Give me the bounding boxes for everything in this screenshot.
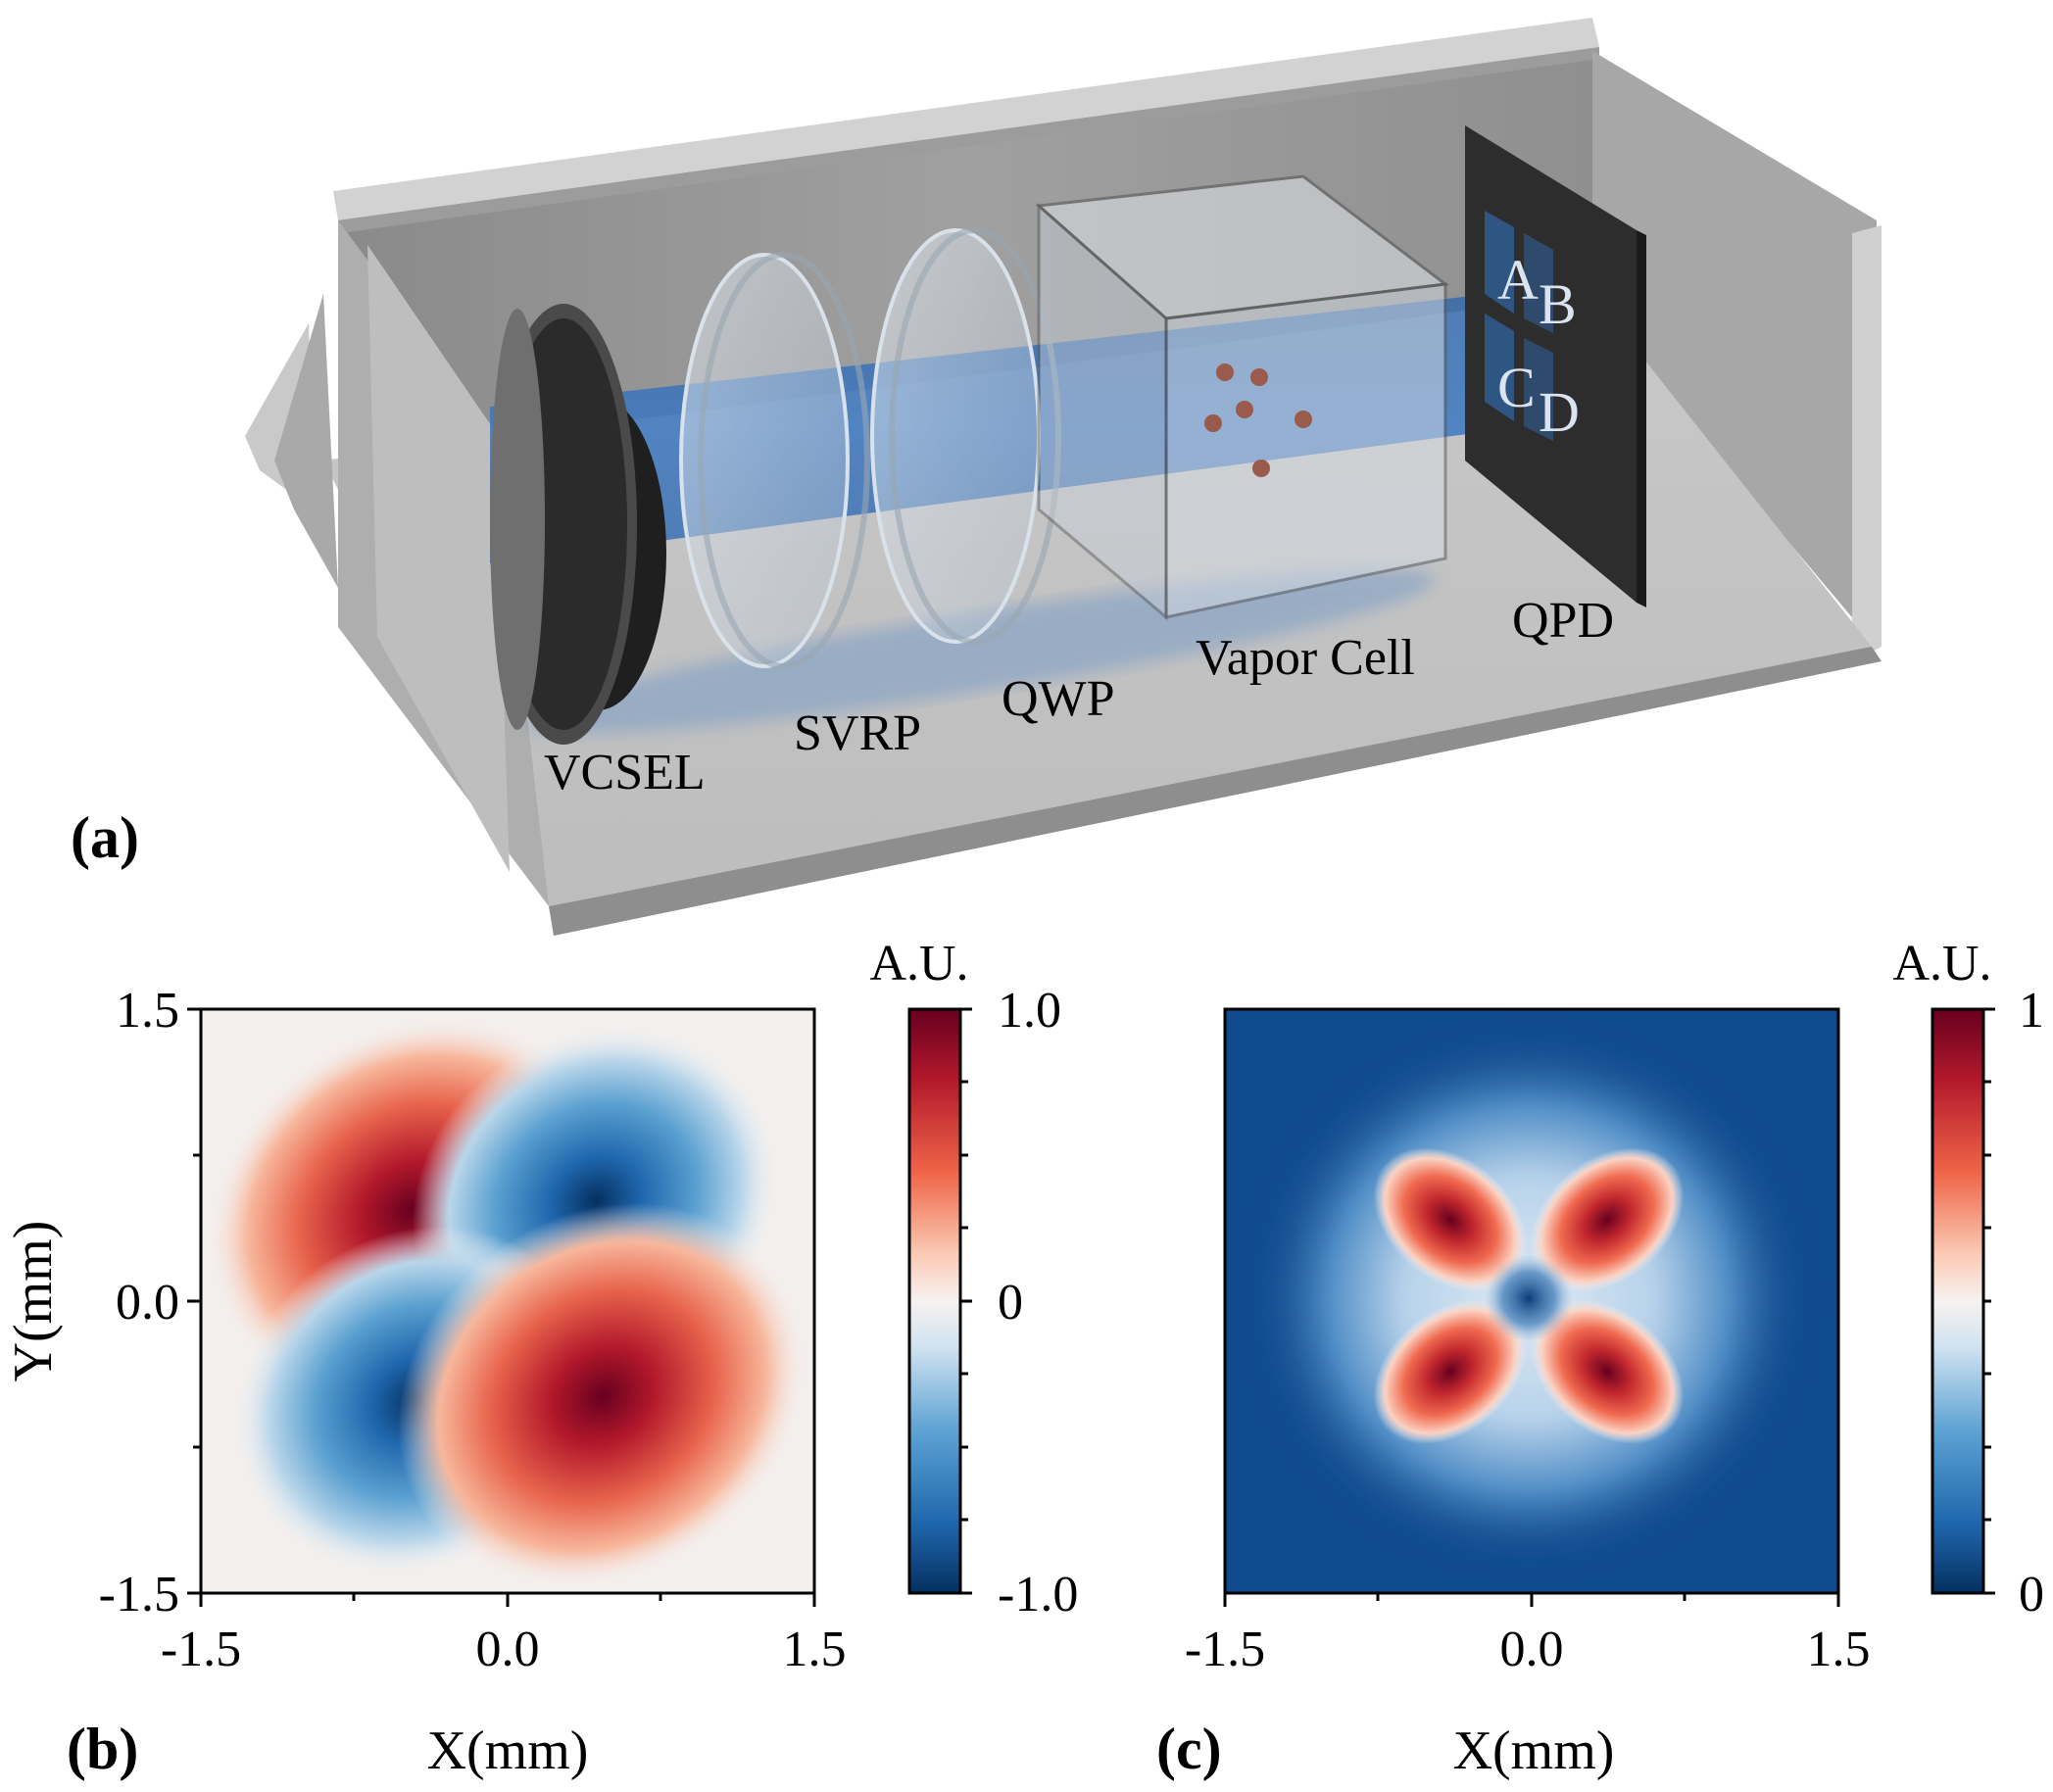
- x-tick-c-pos: 1.5: [1807, 1622, 1871, 1677]
- qpd-label-a: A: [1497, 248, 1539, 312]
- housing-top-rail-edge: [338, 47, 1599, 233]
- vcsel-source: [490, 304, 666, 745]
- qpd-quadrant-d: [1524, 338, 1553, 441]
- colorbar-c-tick-min: 0: [2019, 1567, 2044, 1622]
- x-axis-label-c: X(mm): [1453, 1720, 1615, 1781]
- housing-top-rail: [333, 18, 1599, 220]
- qpd-quadrant-b: [1524, 233, 1553, 333]
- qpd-label-c: C: [1497, 356, 1536, 419]
- y-tick-b-zero: 0.0: [116, 1275, 179, 1331]
- housing-floor-lip: [549, 647, 1882, 936]
- colorbar-b-tick-max: 1.0: [998, 983, 1061, 1039]
- beam-floor-shadow: [524, 569, 1436, 734]
- lobe-c-lower-left: [1373, 1299, 1528, 1444]
- panel-b-heatmap: -1.5 0.0 1.5 1.5 0.0 -1.5 X(mm) Y(mm) (b…: [3, 936, 1078, 1781]
- panel-a-schematic: A B C D VCSEL SVRP QWP Vapor Cell QPD (a…: [71, 18, 1882, 936]
- qpd-label-d: D: [1539, 380, 1580, 444]
- atom: [1216, 363, 1234, 381]
- qpd-quadrant-c: [1485, 314, 1514, 421]
- label-vapor-cell: Vapor Cell: [1196, 630, 1415, 686]
- x-tick-b-zero: 0.0: [476, 1622, 540, 1677]
- lobe-c-lower-right: [1530, 1299, 1685, 1444]
- colorbar-b: [907, 1007, 962, 1595]
- label-qwp: QWP: [1002, 671, 1115, 727]
- panel-a-label: (a): [71, 805, 139, 870]
- housing-left-wall-inner: [367, 245, 510, 872]
- housing-right-wall-face: [1852, 225, 1882, 662]
- colorbar-c: [1931, 1007, 1985, 1595]
- plot-c-axes: [1223, 1593, 1840, 1607]
- housing-left-rib-2: [274, 294, 338, 588]
- atom: [1236, 401, 1253, 418]
- qpd-detector: A B C D: [1465, 125, 1646, 607]
- x-axis-label-b: X(mm): [427, 1720, 589, 1781]
- heatmap-b-field: [201, 1009, 814, 1593]
- svrp-plate: [679, 252, 870, 669]
- label-qpd: QPD: [1512, 593, 1614, 649]
- colorbar-c-ticks: [1983, 1007, 1995, 1595]
- qwp-plate: [870, 227, 1061, 645]
- colorbar-c-tick-max: 1: [2019, 983, 2044, 1039]
- lobe-c-upper-right: [1530, 1147, 1685, 1292]
- plot-b-axes: [187, 1007, 816, 1607]
- colorbar-c-title: A.U.: [1892, 936, 1991, 992]
- atom: [1252, 460, 1270, 477]
- colorbar-b-tick-mid: 0: [998, 1275, 1023, 1331]
- label-svrp: SVRP: [794, 705, 921, 761]
- y-tick-b-top: 1.5: [116, 983, 179, 1039]
- lobe-c-upper-left: [1373, 1147, 1528, 1292]
- vapor-cell: [1035, 174, 1449, 621]
- lobe-lower-right: [397, 1202, 808, 1590]
- colorbar-b-tick-min: -1.0: [998, 1567, 1078, 1622]
- qpd-quadrant-a: [1485, 211, 1514, 314]
- atom: [1204, 414, 1222, 432]
- housing-right-wall: [1592, 51, 1877, 647]
- x-tick-c-neg: -1.5: [1185, 1622, 1265, 1677]
- panel-c-label: (c): [1156, 1717, 1222, 1781]
- atom: [1295, 411, 1312, 428]
- qpd-label-b: B: [1539, 272, 1577, 336]
- heatmap-c-field: [1225, 1009, 1838, 1593]
- y-tick-b-bottom: -1.5: [99, 1567, 179, 1622]
- colorbar-b-title: A.U.: [869, 936, 968, 992]
- x-tick-b-pos: 1.5: [783, 1622, 847, 1677]
- center-dip: [1485, 1254, 1573, 1342]
- colorbar-b-ticks: [960, 1007, 972, 1595]
- y-axis-label-b: Y(mm): [3, 1221, 64, 1382]
- x-tick-b-neg: -1.5: [161, 1622, 241, 1677]
- panel-c-heatmap: -1.5 0.0 1.5 X(mm) (c) A.U. 1 0: [1156, 936, 2044, 1781]
- label-vcsel: VCSEL: [544, 745, 706, 800]
- x-tick-c-zero: 0.0: [1500, 1622, 1564, 1677]
- panel-b-label: (b): [67, 1717, 138, 1781]
- atom: [1250, 368, 1268, 386]
